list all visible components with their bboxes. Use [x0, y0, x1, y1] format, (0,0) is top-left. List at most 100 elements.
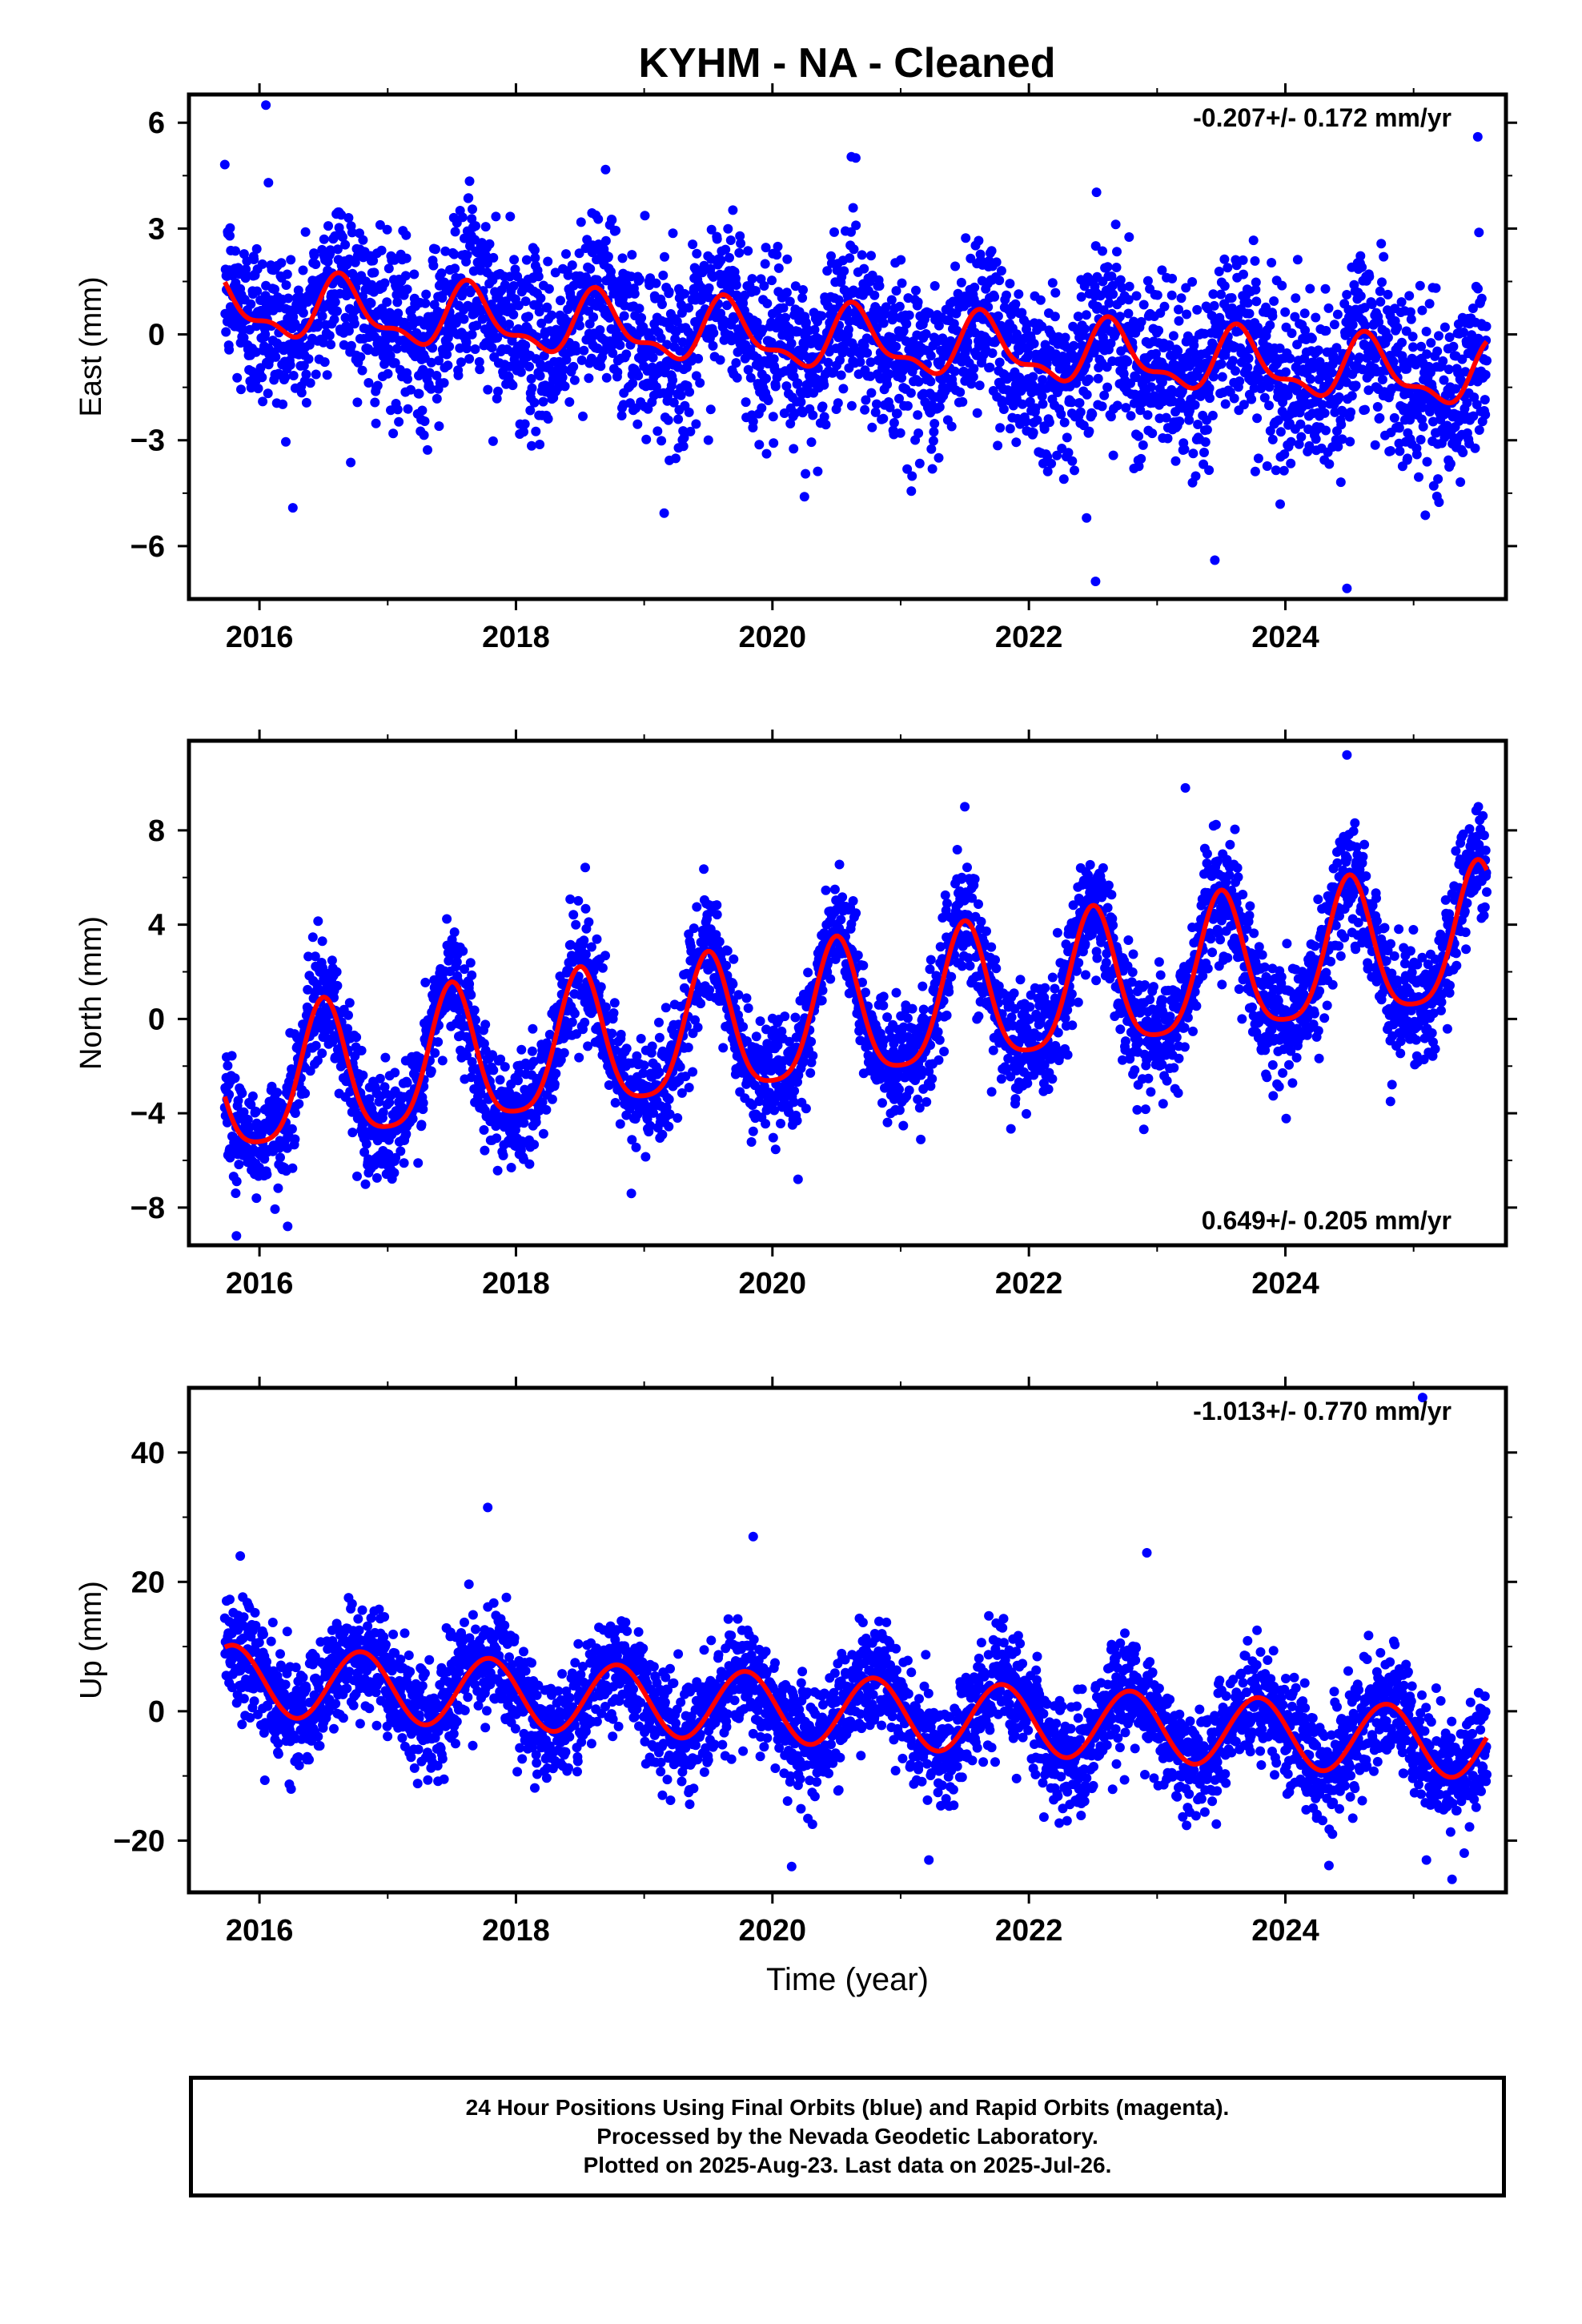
east-data-point — [450, 227, 460, 237]
east-data-point — [220, 308, 231, 319]
east-data-point — [449, 249, 460, 259]
east-data-point — [759, 281, 769, 291]
east-data-point — [808, 410, 818, 420]
east-data-point — [998, 404, 1009, 414]
east-data-point — [332, 306, 342, 316]
north-data-point — [317, 1048, 327, 1059]
east-data-point — [271, 352, 281, 362]
east-data-point — [1080, 324, 1090, 334]
east-rate-label: -0.207+/- 0.172 mm/yr — [1193, 103, 1452, 132]
north-data-point — [465, 958, 476, 968]
east-data-point — [1417, 305, 1427, 316]
east-data-point — [527, 383, 537, 393]
east-data-point — [1005, 424, 1015, 434]
east-data-point — [1332, 309, 1343, 320]
east-data-point — [1106, 412, 1116, 422]
east-data-point — [677, 308, 687, 318]
east-data-point — [1014, 289, 1024, 300]
east-data-point — [368, 255, 379, 266]
east-data-point — [772, 250, 782, 260]
east-data-point — [1342, 583, 1352, 593]
east-y-tick-label: 3 — [148, 212, 165, 246]
east-data-point — [1262, 461, 1272, 471]
east-data-point — [352, 397, 363, 408]
east-data-point — [1345, 436, 1355, 447]
north-data-point — [531, 1117, 541, 1128]
east-data-point — [796, 397, 806, 407]
east-data-point — [843, 324, 853, 335]
east-data-point — [1028, 428, 1038, 438]
east-data-point — [390, 358, 400, 368]
north-data-point — [580, 1017, 590, 1027]
east-data-point — [1239, 400, 1249, 410]
east-data-point — [1331, 343, 1342, 353]
north-data-point — [270, 1204, 280, 1214]
north-data-point — [647, 1041, 657, 1051]
north-data-point — [516, 1044, 527, 1055]
east-data-point — [1439, 375, 1449, 385]
east-data-point — [835, 355, 845, 365]
east-data-point — [770, 381, 781, 392]
east-data-point — [533, 271, 544, 282]
east-data-point — [529, 397, 540, 408]
east-data-point — [520, 340, 531, 351]
east-data-point — [543, 414, 553, 424]
east-data-point — [1136, 453, 1146, 464]
east-data-point — [987, 348, 998, 358]
east-data-point — [996, 266, 1006, 276]
east-data-point — [219, 159, 230, 170]
east-data-point — [1104, 298, 1114, 308]
east-data-point — [934, 402, 945, 412]
east-data-point — [428, 260, 439, 271]
east-data-point — [332, 244, 343, 255]
east-data-point — [1247, 394, 1257, 404]
east-data-point — [691, 419, 701, 429]
east-data-point — [676, 390, 686, 400]
east-data-point — [1136, 316, 1146, 327]
east-data-point — [1207, 410, 1218, 420]
east-data-point — [762, 299, 773, 308]
east-data-point — [1042, 358, 1052, 368]
east-data-point — [785, 419, 796, 428]
north-data-point — [352, 1171, 362, 1181]
east-data-point — [450, 263, 460, 274]
east-data-point — [743, 364, 753, 375]
east-data-point — [1030, 403, 1041, 413]
east-data-point — [338, 232, 347, 242]
east-data-point — [1347, 391, 1357, 401]
north-data-point — [479, 1125, 489, 1135]
north-data-point — [290, 1108, 300, 1118]
north-data-point — [621, 1043, 632, 1054]
east-data-point — [616, 411, 627, 420]
east-data-point — [1168, 331, 1178, 341]
east-data-point — [464, 354, 475, 364]
north-data-point — [396, 1146, 406, 1156]
east-data-point — [371, 418, 381, 428]
east-data-point — [298, 308, 308, 318]
east-data-point — [926, 351, 936, 361]
east-data-point — [705, 404, 716, 415]
east-data-point — [950, 366, 960, 376]
east-data-point — [972, 408, 982, 418]
east-data-point — [319, 234, 329, 244]
east-data-point — [866, 388, 877, 398]
east-data-point — [472, 320, 482, 331]
east-data-point — [375, 219, 385, 230]
east-data-point — [974, 380, 985, 391]
east-data-point — [763, 396, 773, 405]
east-data-point — [1115, 275, 1126, 285]
east-data-point — [1204, 383, 1215, 393]
north-data-point — [371, 1172, 382, 1183]
east-data-point — [731, 280, 741, 290]
north-data-point — [608, 1008, 619, 1018]
east-data-point — [1305, 374, 1315, 384]
east-data-point — [839, 266, 849, 276]
east-data-point — [1292, 255, 1303, 265]
east-data-point — [822, 266, 833, 276]
north-data-point — [375, 1073, 385, 1084]
east-data-point — [1375, 286, 1385, 296]
east-data-point — [249, 255, 259, 264]
north-data-point — [442, 914, 452, 924]
north-data-point — [329, 992, 339, 1003]
